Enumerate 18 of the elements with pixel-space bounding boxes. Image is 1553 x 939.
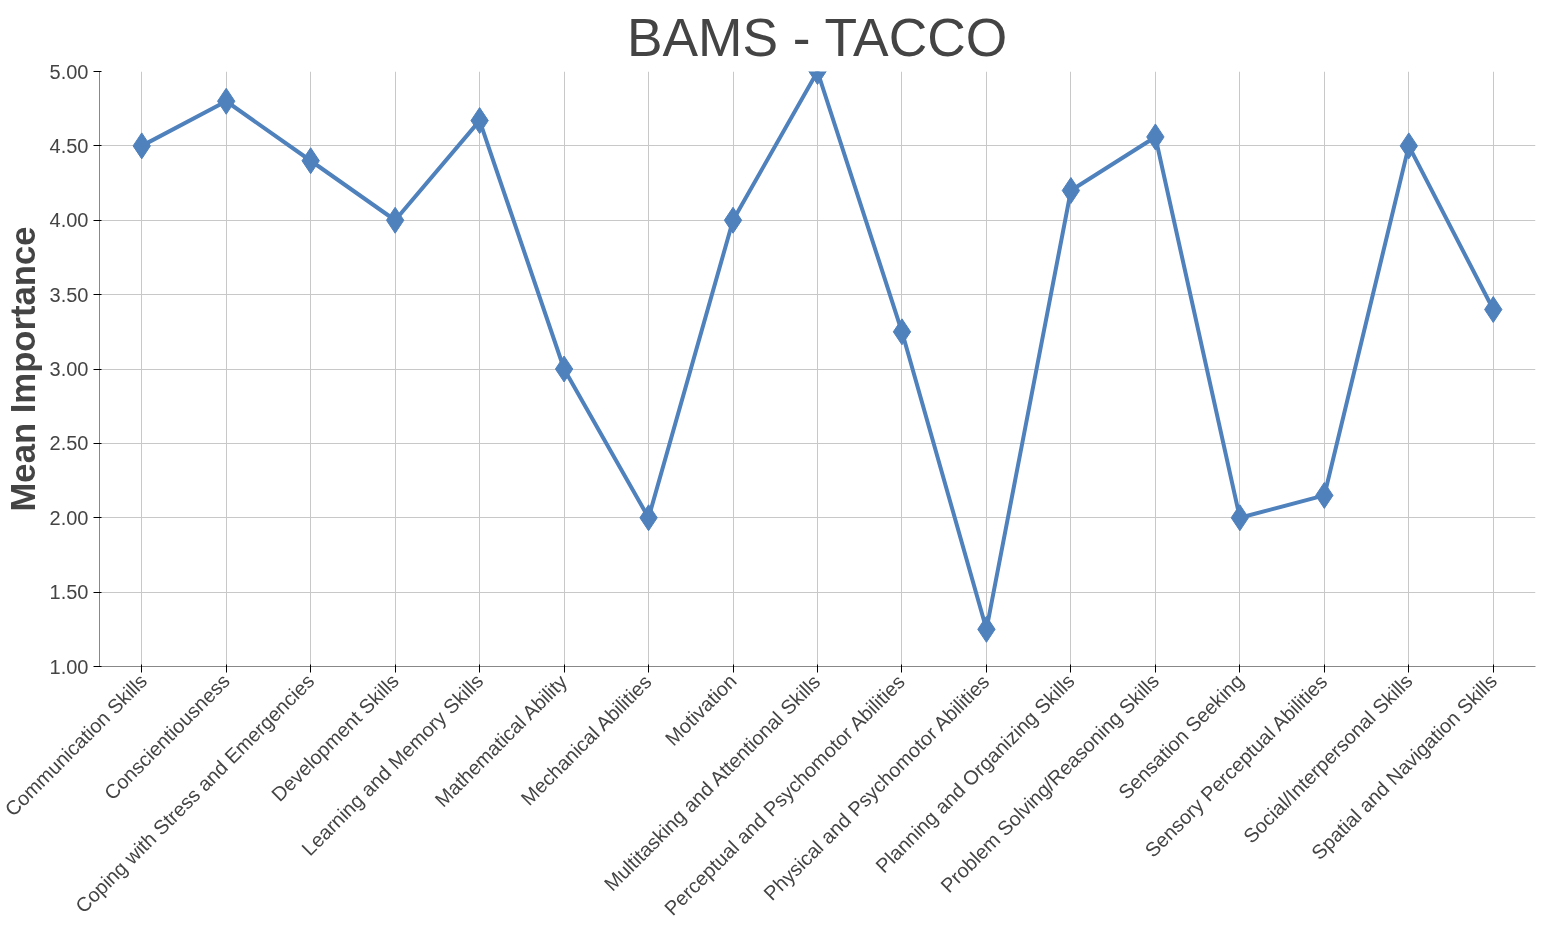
y-tick-label: 4.50 — [49, 134, 89, 157]
point — [1484, 296, 1503, 323]
point — [1230, 504, 1250, 532]
point — [723, 206, 743, 234]
point — [554, 355, 574, 383]
point — [1061, 177, 1081, 204]
y-tick-label: 3.00 — [49, 358, 89, 380]
y-tick-label: 1.50 — [49, 581, 89, 604]
y-tick-label: 4.00 — [49, 209, 89, 232]
chart-title: BAMS - TACCO — [626, 7, 1008, 67]
y-tick-label: 2.00 — [49, 506, 89, 529]
y-tick-label: 1.00 — [49, 655, 89, 678]
y-tick-label: 5.00 — [49, 60, 89, 83]
point — [385, 206, 405, 234]
y-tick-label: 3.50 — [49, 283, 89, 306]
y-tick-label: 2.50 — [49, 432, 89, 455]
point — [892, 318, 912, 346]
y-axis-title: Mean Importance — [3, 226, 42, 512]
